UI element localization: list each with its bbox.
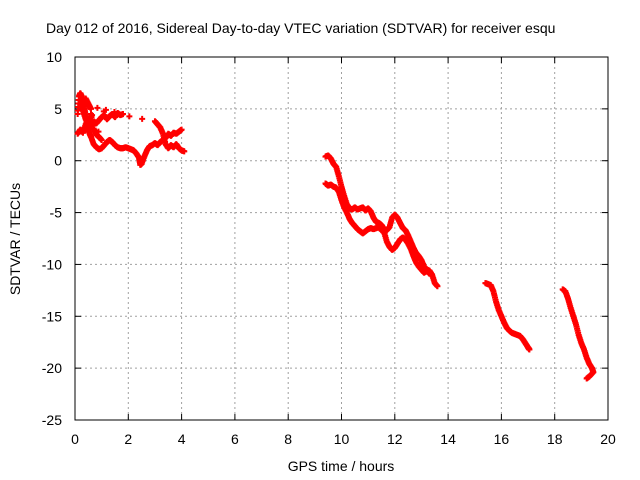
series-segment-1b <box>74 95 188 155</box>
data-point <box>94 104 101 111</box>
data-point <box>526 346 533 353</box>
data-point <box>100 108 107 115</box>
y-tick-label: -15 <box>42 308 62 324</box>
x-tick-label: 14 <box>440 431 456 447</box>
x-axis-label: GPS time / hours <box>288 458 395 474</box>
ticks <box>74 56 609 421</box>
data-point <box>119 111 126 118</box>
x-tick-label: 20 <box>600 431 616 447</box>
data-point <box>583 375 590 382</box>
grid <box>75 57 608 420</box>
y-tick-label: 5 <box>54 101 62 117</box>
data-point <box>98 136 105 143</box>
data-point <box>178 126 185 133</box>
y-tick-label: -5 <box>50 205 63 221</box>
x-tick-label: 8 <box>284 431 292 447</box>
x-tick-label: 4 <box>178 431 186 447</box>
x-tick-label: 18 <box>547 431 563 447</box>
y-tick-label: -25 <box>42 412 62 428</box>
data-point <box>139 115 146 122</box>
x-tick-label: 2 <box>124 431 132 447</box>
x-tick-label: 0 <box>71 431 79 447</box>
y-tick-label: -20 <box>42 360 62 376</box>
data-point <box>95 128 102 135</box>
tick-labels: 0 2 4 6 8 10 12 14 16 18 20 10 5 0 -5 -10 -15 -20 -25 <box>42 49 616 447</box>
chart-title: Day 012 of 2016, Sidereal Day-to-day VTE… <box>46 20 555 36</box>
series-segment-3 <box>482 280 533 353</box>
y-axis-label: SDTVAR / TECUs <box>7 183 23 295</box>
y-tick-label: 10 <box>46 49 62 65</box>
data-point <box>426 270 433 277</box>
data-point <box>113 110 120 117</box>
data-point <box>92 120 99 127</box>
series-segment-2b <box>322 180 433 277</box>
series-segment-2 <box>322 152 441 290</box>
x-tick-label: 16 <box>494 431 510 447</box>
data-point <box>126 113 133 120</box>
x-tick-label: 12 <box>387 431 403 447</box>
x-tick-label: 6 <box>231 431 239 447</box>
data-point <box>434 283 441 290</box>
series-segment-4 <box>559 286 597 382</box>
data-point <box>89 112 96 119</box>
data-point <box>181 148 188 155</box>
data-marks <box>74 90 597 382</box>
y-tick-label: 0 <box>54 153 62 169</box>
y-tick-label: -10 <box>42 256 62 272</box>
data-point <box>87 105 94 112</box>
x-tick-label: 10 <box>334 431 350 447</box>
